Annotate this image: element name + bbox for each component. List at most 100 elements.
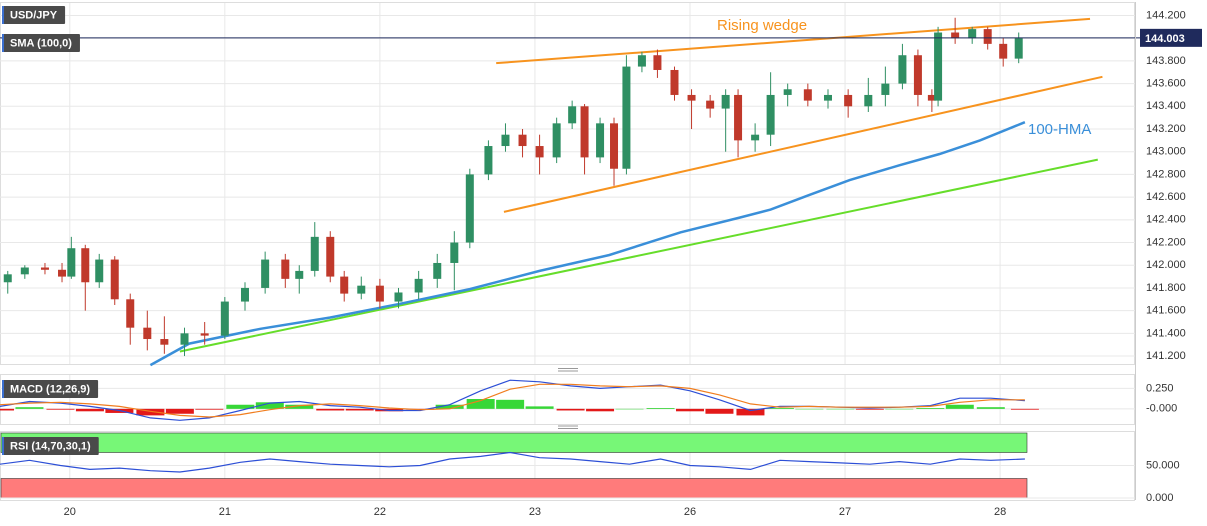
x-tick-label: 28 (994, 506, 1006, 518)
indicator-label-box (2, 34, 80, 52)
candle-body (968, 29, 977, 39)
chart-title-edge (2, 6, 4, 24)
indicator-label-edge (2, 34, 4, 52)
candle-body (864, 94, 873, 107)
candle-body (898, 55, 907, 84)
candle-body (433, 262, 442, 279)
histogram-bar (255, 402, 284, 409)
hma-line (149, 121, 1026, 367)
y-tick-label: 142.600 (1146, 191, 1186, 203)
histogram-bar (586, 408, 615, 412)
candle-body (143, 327, 152, 340)
candle-body (568, 106, 577, 124)
histogram-bar (705, 408, 734, 414)
histogram-bar (945, 404, 974, 409)
candle-body (766, 94, 775, 135)
candle-body (3, 274, 12, 283)
candle-body (580, 106, 589, 158)
indicator-label: SMA (100,0) (10, 37, 72, 49)
histogram-bar (826, 408, 855, 410)
candle-body (637, 55, 646, 67)
annotation: Rising wedge (717, 17, 807, 34)
y-tick-label: 143.200 (1146, 123, 1186, 135)
y-tick-label: -0.000 (1146, 403, 1177, 415)
candle-body (261, 259, 270, 288)
oversold-band (0, 478, 1028, 499)
histogram-bar (226, 404, 255, 409)
candle-body (913, 55, 922, 95)
macd-title: MACD (12,26,9) (10, 383, 90, 395)
candle-body (552, 123, 561, 158)
candle-body (67, 248, 76, 277)
candle-body (220, 301, 229, 336)
y-tick-label: 141.800 (1146, 282, 1186, 294)
histogram-bar (466, 399, 495, 409)
candle-body (484, 146, 493, 175)
candle-body (734, 94, 743, 141)
legend-label: 100-HMA (1028, 121, 1091, 138)
x-tick-label: 27 (839, 506, 851, 518)
y-tick-label: 141.200 (1146, 350, 1186, 362)
candle-body (983, 29, 992, 44)
histogram-bar (646, 408, 675, 409)
histogram-bar (675, 408, 704, 412)
trend-line (503, 75, 1103, 213)
last-price-box (1140, 28, 1202, 47)
candle-body (200, 333, 209, 336)
candle-body (610, 123, 619, 169)
trend-line (179, 158, 1098, 353)
candle-body (927, 94, 936, 101)
y-tick-label: 143.600 (1146, 78, 1186, 90)
candle-body (240, 287, 249, 302)
candle-body (295, 270, 304, 279)
candle-body (653, 55, 662, 70)
x-tick-label: 20 (64, 506, 76, 518)
y-tick-label: 142.000 (1146, 259, 1186, 271)
chart-title-box (2, 6, 66, 24)
candle-body (934, 32, 943, 101)
y-tick-label: 141.600 (1146, 305, 1186, 317)
y-tick-label: 142.400 (1146, 214, 1186, 226)
histogram-bar (136, 408, 165, 416)
x-tick-label: 26 (684, 506, 696, 518)
candle-body (180, 333, 189, 345)
macd-title-box (2, 380, 99, 398)
y-tick-label: 142.800 (1146, 168, 1186, 180)
histogram-bar (916, 408, 945, 409)
y-tick-label: 0.000 (1146, 492, 1174, 504)
histogram-bar (46, 408, 75, 410)
y-tick-label: 143.400 (1146, 100, 1186, 112)
candle-body (803, 89, 812, 101)
candle-body (160, 339, 169, 345)
histogram-bar (15, 407, 44, 409)
y-tick-label: 50.000 (1146, 459, 1180, 471)
candle-body (670, 69, 679, 95)
candle-body (751, 134, 760, 141)
histogram-bar (496, 399, 525, 409)
rsi-title-box (2, 437, 99, 455)
macd-title-edge (2, 380, 4, 398)
candle-body (844, 94, 853, 107)
candle-body (310, 236, 319, 271)
candle-body (281, 259, 290, 279)
candle-body (110, 259, 119, 300)
candle-body (501, 134, 510, 147)
x-tick-label: 21 (219, 506, 231, 518)
histogram-bar (285, 404, 314, 409)
y-tick-label: 141.400 (1146, 327, 1186, 339)
candle-body (375, 285, 384, 302)
candle-body (126, 299, 135, 328)
rsi-title-edge (2, 437, 4, 455)
candle-body (721, 94, 730, 109)
histogram-bar (1010, 408, 1039, 410)
rsi-line (0, 451, 1025, 473)
y-tick-label: 143.000 (1146, 146, 1186, 158)
last-price-label: 144.003 (1145, 33, 1185, 45)
candle-body (81, 248, 90, 283)
candle-body (823, 94, 832, 101)
candle-body (999, 43, 1008, 59)
overbought-band (0, 432, 1028, 453)
histogram-bar (795, 408, 824, 410)
y-tick-label: 0.250 (1146, 382, 1174, 394)
